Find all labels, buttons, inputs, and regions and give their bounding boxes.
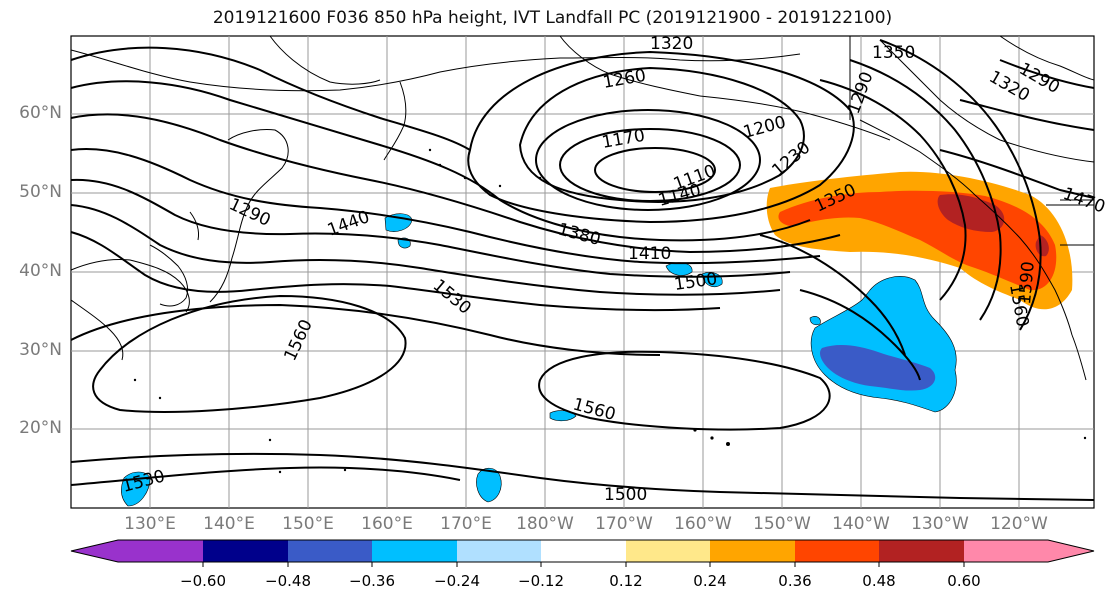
colorbar-segment bbox=[457, 540, 541, 562]
colorbar-segment bbox=[203, 540, 288, 562]
islands bbox=[133, 148, 1087, 474]
colorbar-tick-label: −0.60 bbox=[180, 572, 226, 590]
colorbar-tick-label: −0.36 bbox=[349, 572, 395, 590]
colorbar-tick-label: −0.12 bbox=[518, 572, 564, 590]
colorbar-segment bbox=[879, 540, 964, 562]
colorbar-segment bbox=[626, 540, 710, 562]
colorbar-tick-label: −0.48 bbox=[265, 572, 311, 590]
colorbar-segment bbox=[288, 540, 372, 562]
ivt-negative-0.36 bbox=[820, 345, 936, 391]
lat-label-40n: 40°N bbox=[19, 261, 62, 281]
colorbar-tick-label: −0.24 bbox=[434, 572, 480, 590]
contour-label: 1590 bbox=[1015, 261, 1039, 306]
colorbar-segment bbox=[118, 540, 203, 562]
ivt-negative-small-8 bbox=[809, 316, 821, 326]
colorbar-segment bbox=[964, 540, 1048, 562]
colorbar-segment bbox=[710, 540, 795, 562]
colorbar-segment bbox=[372, 540, 457, 562]
lon-label-140e: 140°E bbox=[203, 514, 255, 534]
lon-label-150w: 150°W bbox=[753, 514, 811, 534]
lon-label-170e: 170°E bbox=[440, 514, 492, 534]
contour-label: 1320 bbox=[650, 34, 693, 54]
map-title: 2019121600 F036 850 hPa height, IVT Land… bbox=[212, 8, 893, 28]
lon-label-160e: 160°E bbox=[361, 514, 413, 534]
lon-label-160w: 160°W bbox=[674, 514, 732, 534]
lon-label-130e: 130°E bbox=[124, 514, 176, 534]
ivt-positive-0.48 bbox=[937, 194, 1005, 232]
lon-label-140w: 140°W bbox=[832, 514, 890, 534]
lon-label-130w: 130°W bbox=[911, 514, 969, 534]
colorbar-segments bbox=[71, 540, 1094, 562]
colorbar-segment bbox=[541, 540, 626, 562]
colorbar-tick-label: 0.12 bbox=[609, 572, 642, 590]
contour-label: 1500 bbox=[604, 485, 647, 505]
colorbar-tick-label: 0.36 bbox=[778, 572, 811, 590]
colorbar-tick-label: 0.60 bbox=[947, 572, 980, 590]
colorbar-tick-label: 0.48 bbox=[862, 572, 895, 590]
contour-label: 1410 bbox=[628, 244, 671, 264]
ivt-negative-small-5 bbox=[549, 410, 577, 422]
lon-label-180w: 180°W bbox=[516, 514, 574, 534]
colorbar-tick-label: 0.24 bbox=[693, 572, 726, 590]
colorbar-extend-low bbox=[71, 540, 118, 562]
contour-label: 1350 bbox=[872, 43, 915, 63]
colorbar-tick-labels: −0.60 −0.48 −0.36 −0.24 −0.12 0.12 0.24 … bbox=[180, 572, 981, 590]
ivt-positive-0.48b bbox=[1035, 235, 1049, 257]
lon-label-120w: 120°W bbox=[990, 514, 1048, 534]
ivt-negative-small-6 bbox=[476, 467, 502, 503]
colorbar-outline bbox=[70, 539, 1095, 563]
colorbar-extend-high bbox=[1048, 540, 1094, 562]
lat-label-30n: 30°N bbox=[19, 340, 62, 360]
colorbar-ticks bbox=[202, 562, 965, 567]
lat-label-60n: 60°N bbox=[19, 103, 62, 123]
colorbar-segment bbox=[795, 540, 879, 562]
coastlines bbox=[70, 35, 1095, 381]
lon-label-170w: 170°W bbox=[595, 514, 653, 534]
height-contours bbox=[70, 39, 1095, 501]
lat-label-20n: 20°N bbox=[19, 418, 62, 438]
lon-label-150e: 150°E bbox=[282, 514, 334, 534]
lat-label-50n: 50°N bbox=[19, 182, 62, 202]
